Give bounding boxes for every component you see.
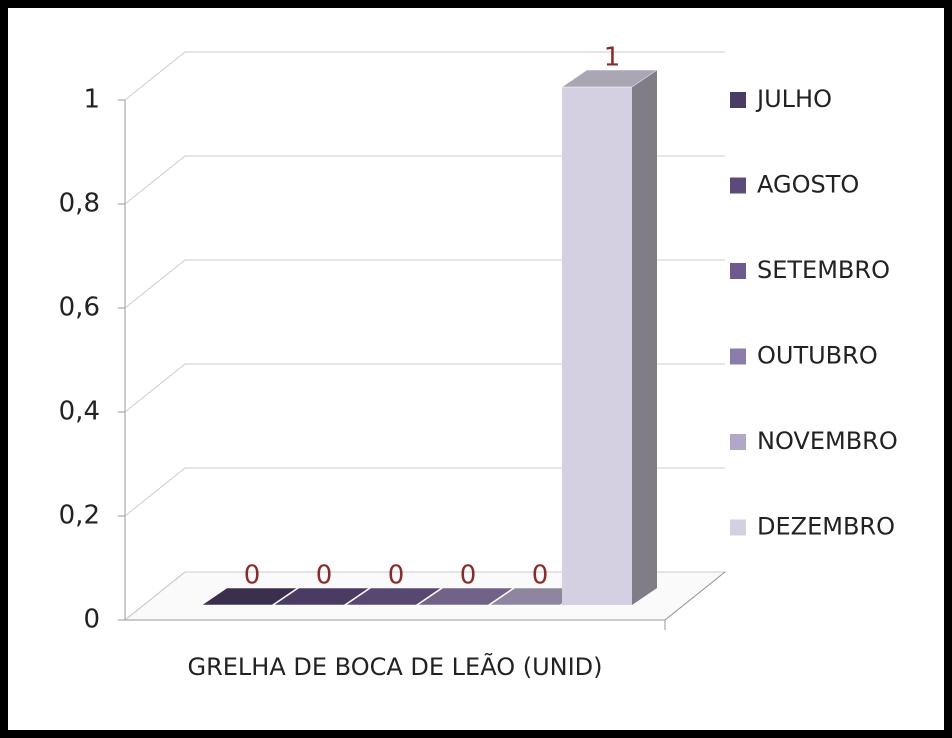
bar-top bbox=[417, 587, 514, 606]
grid-line bbox=[124, 259, 725, 309]
legend-swatch bbox=[730, 263, 746, 279]
grid-line bbox=[124, 571, 725, 621]
y-tick-label: 0,2 bbox=[59, 501, 100, 531]
legend-label: DEZEMBRO bbox=[757, 513, 895, 541]
legend-label: AGOSTO bbox=[757, 171, 859, 199]
grid-line bbox=[124, 155, 725, 205]
bar-top bbox=[345, 587, 442, 606]
legend-swatch bbox=[730, 348, 746, 365]
data-label: 0 bbox=[460, 561, 477, 591]
data-label: 0 bbox=[388, 561, 405, 591]
bar-front bbox=[562, 87, 632, 605]
x-tick-label: GRELHA DE BOCA DE LEÃO (UNID) bbox=[187, 651, 602, 681]
legend-label: SETEMBRO bbox=[757, 256, 890, 284]
bar-top bbox=[561, 69, 658, 88]
grid-line bbox=[124, 363, 725, 413]
legend-swatch bbox=[730, 519, 746, 536]
y-tick-label: 0,4 bbox=[59, 397, 100, 427]
bar-top bbox=[273, 587, 370, 606]
data-label: 0 bbox=[532, 561, 549, 591]
legend-label: OUTUBRO bbox=[757, 342, 878, 370]
bar-top bbox=[201, 587, 298, 606]
data-label: 1 bbox=[604, 43, 621, 73]
y-tick-label: 1 bbox=[83, 85, 100, 115]
data-label: 0 bbox=[244, 561, 261, 591]
data-label: 0 bbox=[316, 561, 333, 591]
y-tick-label: 0,8 bbox=[59, 189, 100, 219]
legend-label: NOVEMBRO bbox=[757, 427, 898, 455]
legend-swatch bbox=[730, 92, 746, 108]
legend-label: JULHO bbox=[755, 85, 832, 113]
grid-line bbox=[124, 467, 725, 517]
legend-swatch bbox=[730, 434, 746, 450]
legend-swatch bbox=[730, 177, 746, 194]
grid-line bbox=[124, 51, 725, 101]
bar-side bbox=[632, 70, 657, 605]
y-tick-label: 0 bbox=[83, 605, 100, 635]
y-tick-label: 0,6 bbox=[59, 293, 100, 323]
